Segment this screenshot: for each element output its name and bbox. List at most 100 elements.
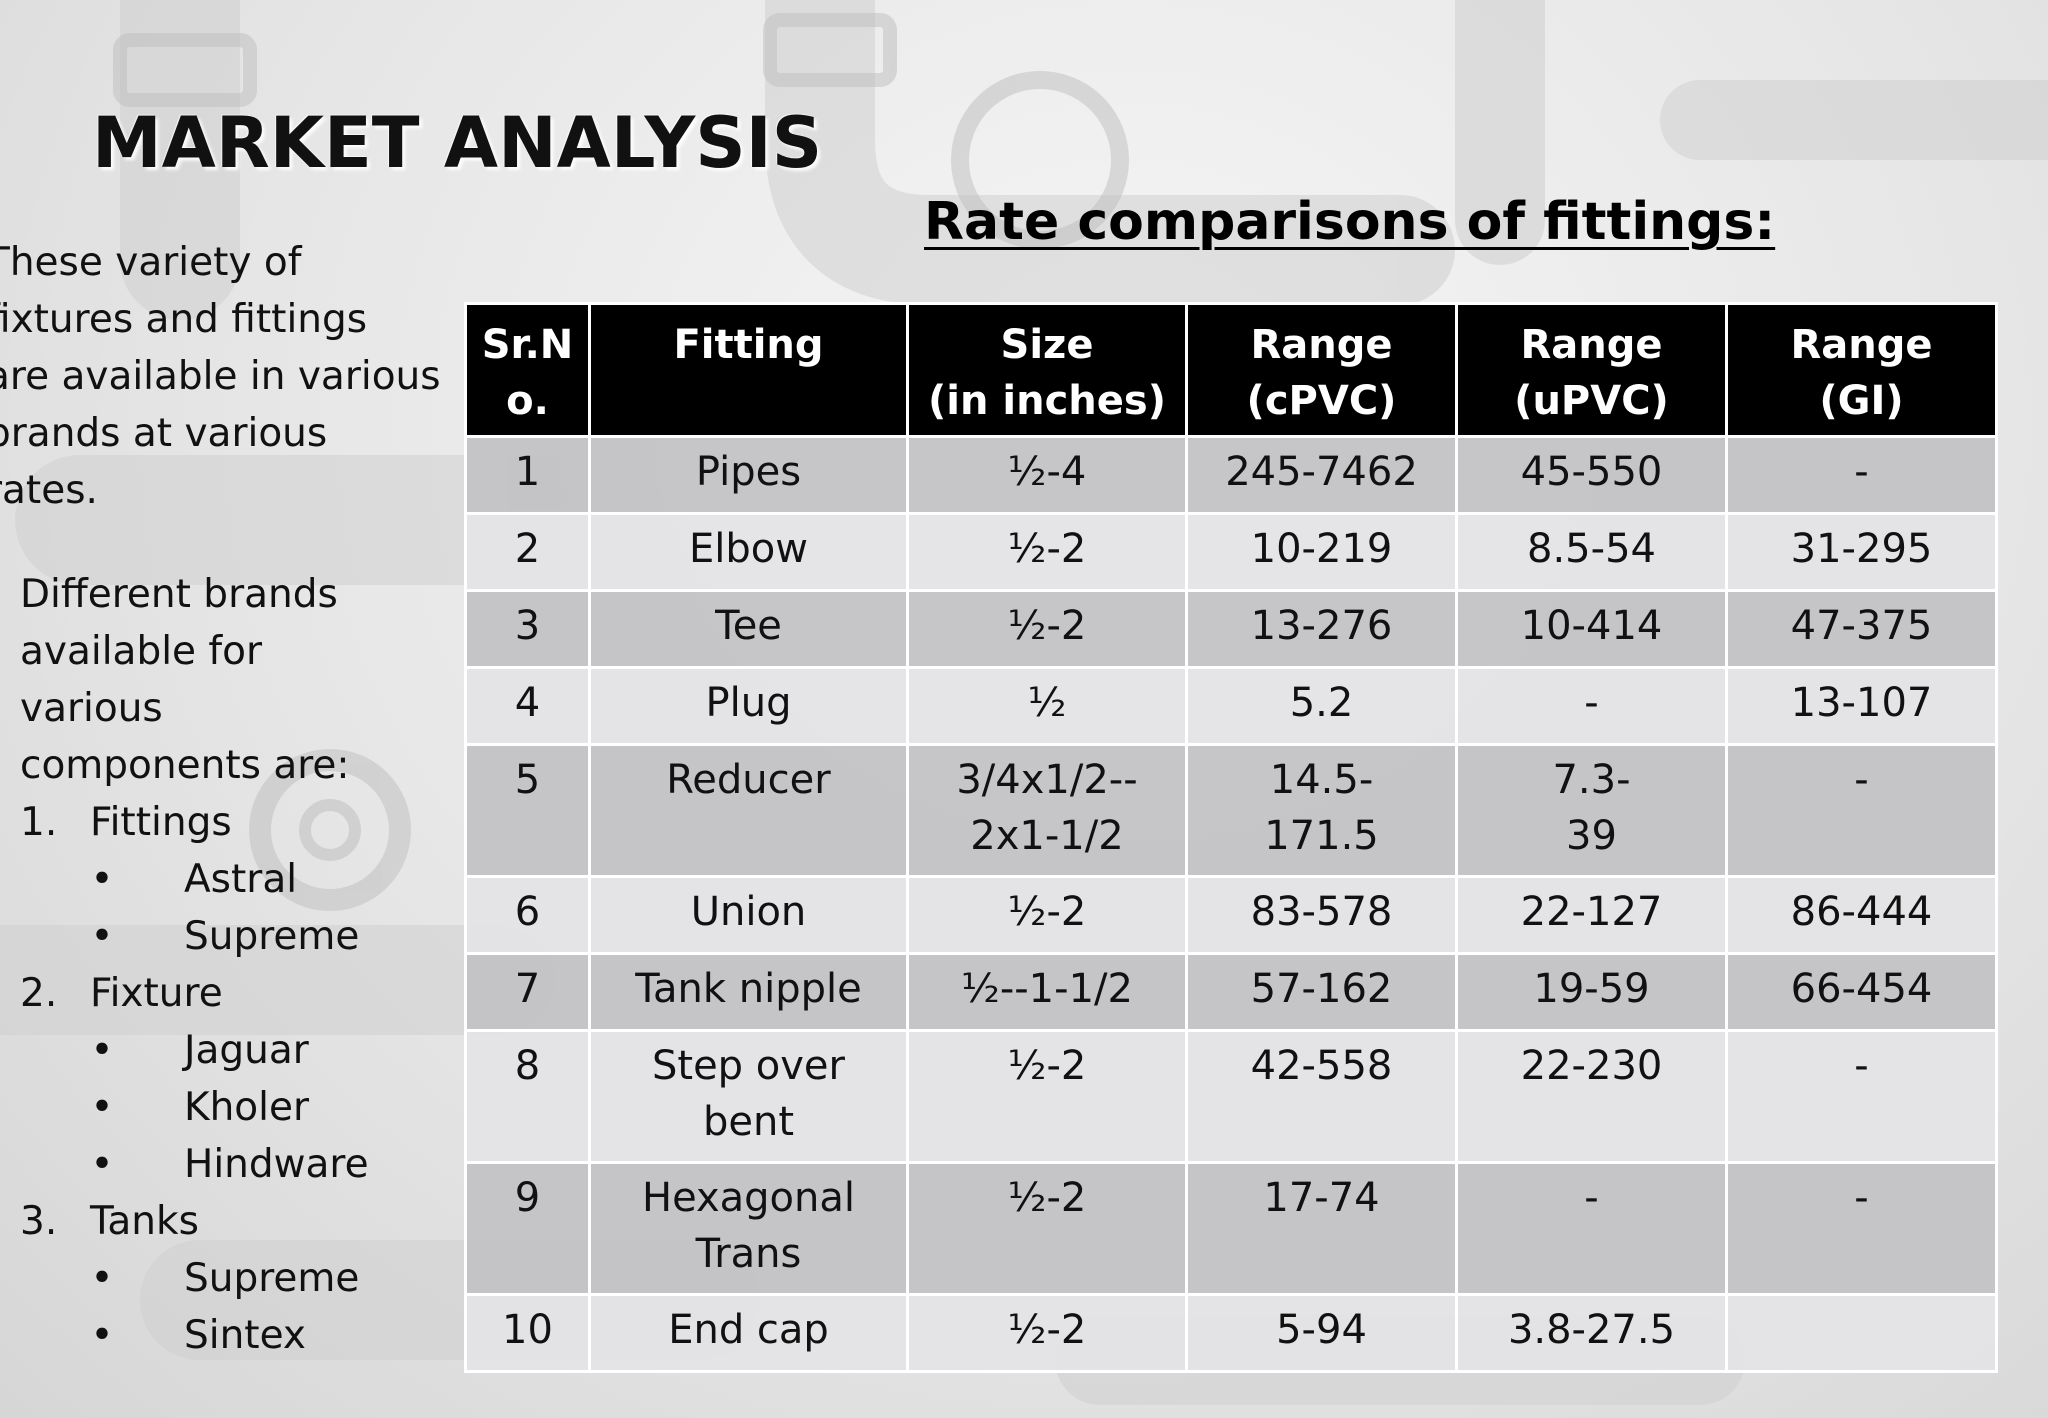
header-range-gi: Range (GI) bbox=[1725, 302, 1998, 438]
cell-upvc: 22-127 bbox=[1455, 875, 1728, 955]
cell-size: ½-2 bbox=[906, 512, 1188, 592]
cell-cpvc: 5-94 bbox=[1185, 1293, 1458, 1373]
header-size: Size (in inches) bbox=[906, 302, 1188, 438]
table-row: 3 Tee ½-2 13-276 10-414 47-375 bbox=[464, 589, 1998, 669]
bullet-icon: • bbox=[90, 1256, 114, 1301]
table-row: 5 Reducer 3/4x1/2-- 2x1-1/2 14.5- 171.5 7.… bbox=[464, 743, 1998, 878]
bullet-icon: • bbox=[90, 1313, 114, 1358]
intro-line: are available in various bbox=[0, 354, 441, 399]
intro-text: These variety of fixtures and fittings a… bbox=[0, 234, 446, 519]
cell-size: ½-2 bbox=[906, 1293, 1188, 1373]
cell-cpvc: 17-74 bbox=[1185, 1161, 1458, 1296]
cell-fitting: Pipes bbox=[588, 435, 909, 515]
cell-sr-no: 2 bbox=[464, 512, 591, 592]
cell-upvc: 19-59 bbox=[1455, 952, 1728, 1032]
bullet-icon: • bbox=[90, 914, 114, 959]
cell-fitting: End cap bbox=[588, 1293, 909, 1373]
cell-cpvc: 245-7462 bbox=[1185, 435, 1458, 515]
header-fitting: Fitting bbox=[588, 302, 909, 438]
cell-size: ½-2 bbox=[906, 1029, 1188, 1164]
cell-gi bbox=[1725, 1293, 1998, 1373]
cell-size: ½ bbox=[906, 666, 1188, 746]
intro-line: brands at various rates. bbox=[0, 411, 328, 513]
brand-item: • Supreme bbox=[20, 908, 460, 965]
category-number: 3. bbox=[20, 1199, 58, 1244]
table-row: 2 Elbow ½-2 10-219 8.5-54 31-295 bbox=[464, 512, 1998, 592]
cell-size: ½-2 bbox=[906, 1161, 1188, 1296]
cell-gi: 66-454 bbox=[1725, 952, 1998, 1032]
brand-name: Supreme bbox=[184, 914, 360, 959]
cell-size: ½-2 bbox=[906, 875, 1188, 955]
brand-category: 3. Tanks bbox=[20, 1193, 460, 1250]
table-row: 10 End cap ½-2 5-94 3.8-27.5 bbox=[464, 1293, 1998, 1373]
brand-item: • Astral bbox=[20, 851, 460, 908]
cell-gi: 31-295 bbox=[1725, 512, 1998, 592]
cell-fitting: Step over bent bbox=[588, 1029, 909, 1164]
table-row: 9 Hexagonal Trans ½-2 17-74 - - bbox=[464, 1161, 1998, 1296]
cell-sr-no: 6 bbox=[464, 875, 591, 955]
cell-sr-no: 4 bbox=[464, 666, 591, 746]
cell-upvc: 8.5-54 bbox=[1455, 512, 1728, 592]
page-title: MARKET ANALYSIS bbox=[92, 102, 823, 184]
header-range-upvc: Range (uPVC) bbox=[1455, 302, 1728, 438]
cell-gi: 86-444 bbox=[1725, 875, 1998, 955]
cell-upvc: - bbox=[1455, 1161, 1728, 1296]
brand-name: Kholer bbox=[184, 1085, 310, 1130]
cell-cpvc: 83-578 bbox=[1185, 875, 1458, 955]
bullet-icon: • bbox=[90, 1028, 114, 1073]
cell-fitting: Union bbox=[588, 875, 909, 955]
rate-comparison-table: Sr.N o. Fitting Size (in inches) Range (cPV… bbox=[464, 302, 1998, 1373]
cell-gi: - bbox=[1725, 435, 1998, 515]
cell-size: ½--1-1/2 bbox=[906, 952, 1188, 1032]
cell-size: ½-4 bbox=[906, 435, 1188, 515]
table-row: 7 Tank nipple ½--1-1/2 57-162 19-59 66-4… bbox=[464, 952, 1998, 1032]
bullet-icon: • bbox=[90, 1142, 114, 1187]
intro-line: fixtures and fittings bbox=[0, 297, 368, 342]
cell-cpvc: 5.2 bbox=[1185, 666, 1458, 746]
category-name: Fixture bbox=[90, 971, 223, 1016]
bullet-icon: • bbox=[90, 1085, 114, 1130]
cell-gi: 13-107 bbox=[1725, 666, 1998, 746]
brands-heading-line: components are: bbox=[20, 743, 350, 788]
cell-sr-no: 8 bbox=[464, 1029, 591, 1164]
cell-upvc: 10-414 bbox=[1455, 589, 1728, 669]
brand-category: 2. Fixture bbox=[20, 965, 460, 1022]
brand-item: • Hindware bbox=[20, 1136, 460, 1193]
cell-sr-no: 1 bbox=[464, 435, 591, 515]
cell-sr-no: 10 bbox=[464, 1293, 591, 1373]
cell-fitting: Elbow bbox=[588, 512, 909, 592]
brand-item: • Kholer bbox=[20, 1079, 460, 1136]
brand-name: Jaguar bbox=[184, 1028, 309, 1073]
brands-heading-line: Different brands bbox=[20, 572, 338, 617]
table-header-row: Sr.N o. Fitting Size (in inches) Range (cPV… bbox=[464, 302, 1998, 438]
brand-item: • Supreme bbox=[20, 1250, 460, 1307]
bullet-icon: • bbox=[90, 857, 114, 902]
cell-fitting: Tank nipple bbox=[588, 952, 909, 1032]
header-sr-no: Sr.N o. bbox=[464, 302, 591, 438]
cell-gi: 47-375 bbox=[1725, 589, 1998, 669]
cell-gi: - bbox=[1725, 1029, 1998, 1164]
cell-upvc: 7.3- 39 bbox=[1455, 743, 1728, 878]
cell-cpvc: 57-162 bbox=[1185, 952, 1458, 1032]
brand-category: 1. Fittings bbox=[20, 794, 460, 851]
intro-line: These variety of bbox=[0, 240, 302, 285]
category-name: Fittings bbox=[90, 800, 232, 845]
cell-sr-no: 5 bbox=[464, 743, 591, 878]
table-row: 1 Pipes ½-4 245-7462 45-550 - bbox=[464, 435, 1998, 515]
cell-upvc: - bbox=[1455, 666, 1728, 746]
brands-heading-line: various bbox=[20, 686, 163, 731]
cell-cpvc: 13-276 bbox=[1185, 589, 1458, 669]
brand-item: • Jaguar bbox=[20, 1022, 460, 1079]
cell-fitting: Plug bbox=[588, 666, 909, 746]
brands-heading-line: available for bbox=[20, 629, 263, 674]
brand-name: Supreme bbox=[184, 1256, 360, 1301]
table-row: 8 Step over bent ½-2 42-558 22-230 - bbox=[464, 1029, 1998, 1164]
brand-item: • Sintex bbox=[20, 1307, 460, 1364]
cell-gi: - bbox=[1725, 1161, 1998, 1296]
cell-gi: - bbox=[1725, 743, 1998, 878]
cell-cpvc: 14.5- 171.5 bbox=[1185, 743, 1458, 878]
cell-sr-no: 9 bbox=[464, 1161, 591, 1296]
cell-fitting: Hexagonal Trans bbox=[588, 1161, 909, 1296]
